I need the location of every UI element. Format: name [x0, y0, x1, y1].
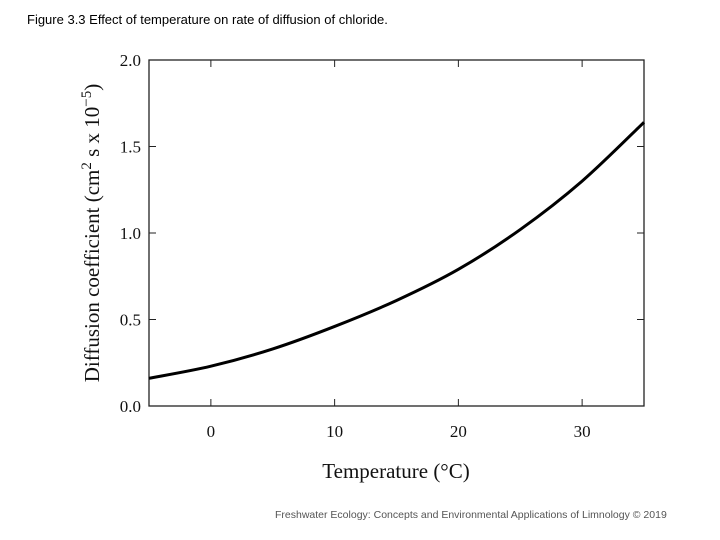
y-tick-label: 1.0: [120, 224, 141, 243]
data-series: [148, 121, 646, 380]
x-tick-label: 10: [326, 422, 343, 441]
y-title-sup2: −5: [79, 91, 95, 107]
diffusion-curve-line: [148, 121, 646, 380]
footer-citation: Freshwater Ecology: Concepts and Environ…: [275, 509, 667, 521]
y-tick-label: 0.5: [120, 311, 141, 330]
x-axis-ticks: 0 10 20 30: [207, 60, 591, 441]
y-axis-title: Diffusion coefficient (cm2 s x 10−5): [79, 84, 104, 383]
figure-caption: Figure 3.3 Effect of temperature on rate…: [27, 12, 388, 27]
x-axis-title: Temperature (°C): [322, 459, 469, 483]
x-tick-label: 30: [574, 422, 591, 441]
plot-frame: [148, 59, 645, 407]
y-axis-ticks: 0.0 0.5 1.0 1.5 2.0: [120, 51, 644, 416]
x-tick-label: 20: [450, 422, 467, 441]
y-tick-label: 2.0: [120, 51, 141, 70]
plot-border: [148, 59, 645, 407]
y-title-end: ): [80, 84, 104, 91]
y-title-mid: s x 10: [80, 107, 104, 162]
y-title-sup1: 2: [79, 162, 95, 170]
y-tick-label: 0.0: [120, 397, 141, 416]
y-tick-label: 1.5: [120, 138, 141, 157]
y-title-main: Diffusion coefficient (cm: [80, 170, 104, 383]
x-tick-label: 0: [207, 422, 216, 441]
